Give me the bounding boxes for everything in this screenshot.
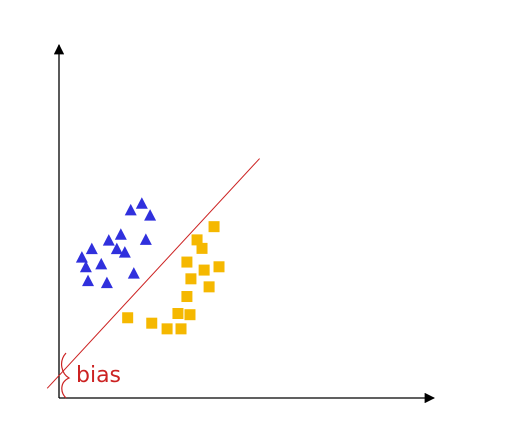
triangle-point [102,234,115,246]
square-point [185,273,197,285]
data-points [75,197,225,335]
square-point [191,234,203,246]
square-point [184,309,196,321]
triangle-point [135,197,148,209]
bias-brace [60,352,71,399]
square-point [181,256,193,268]
square-point [146,317,158,329]
square-point [198,264,210,276]
triangle-point [118,246,131,258]
triangle-point [79,260,92,273]
square-point [181,291,193,303]
triangle-point [144,209,157,221]
square-point [208,221,220,233]
square-point [172,308,184,320]
triangle-point [127,267,140,279]
triangle-point [139,233,152,245]
square-point [175,323,187,335]
triangle-point [75,251,88,263]
triangle-point [110,242,123,255]
square-point [122,312,134,324]
triangle-point [124,203,137,216]
triangle-point [100,276,113,289]
decision-boundary-line [46,158,260,389]
square-point [196,242,208,254]
triangle-point [95,257,108,270]
square-point [203,281,215,293]
triangle-point [82,274,95,287]
triangle-point [85,242,98,255]
square-point [213,261,225,273]
square-point [161,323,173,335]
bias-label: bias [76,363,121,388]
triangle-point [114,228,127,240]
